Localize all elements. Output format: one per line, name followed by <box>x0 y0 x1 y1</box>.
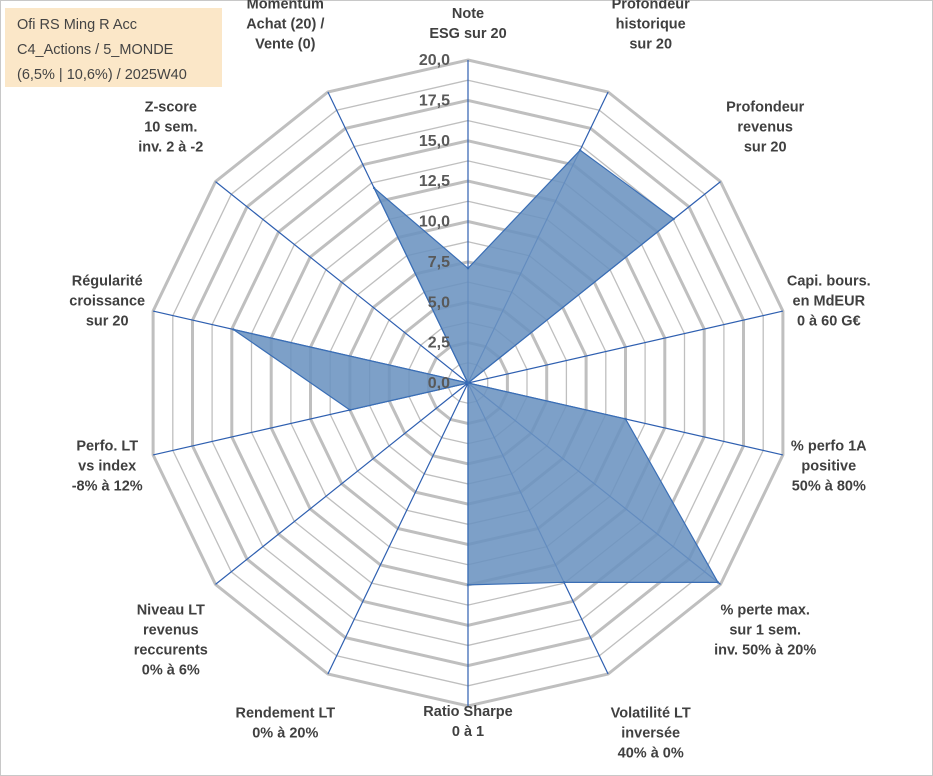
series-point <box>672 217 675 221</box>
axis-label: sur 20 <box>744 140 787 156</box>
tick-label: 0,0 <box>428 375 450 392</box>
axis-label: sur 20 <box>86 313 129 329</box>
axis-label: inv. 2 à -2 <box>138 140 203 156</box>
axis-label-group: Niveau LT revenus reccurents 0% à 6% <box>134 602 208 678</box>
axis-spoke <box>215 181 469 384</box>
series-point <box>466 583 470 587</box>
axis-label: en MdEUR <box>793 293 866 309</box>
tick-label: 7,5 <box>428 254 450 271</box>
tick-label: 20,0 <box>419 52 450 69</box>
axis-label-group: % perfo 1A positive 50% à 80% <box>791 439 867 495</box>
axis-label: Momentum <box>247 0 324 13</box>
axis-label: sur 20 <box>629 37 672 53</box>
series-point <box>578 149 582 152</box>
axis-label: 10 sem. <box>144 120 197 136</box>
axis-label-group: Profondeur historique sur 20 <box>612 0 690 53</box>
fund-category: C4_Actions / 5_MONDE <box>17 42 174 58</box>
axis-label-group: Perfo. LT vs index -8% à 12% <box>72 439 143 495</box>
axis-label: revenus <box>143 622 199 638</box>
series-point <box>232 328 235 331</box>
axis-labels: Note ESG sur 20 Profondeur historique sur 20… <box>69 0 870 761</box>
axis-label: -8% à 12% <box>72 479 143 495</box>
axis-label: Rendement LT <box>235 705 335 721</box>
axis-label: 0 à 1 <box>452 724 484 740</box>
axis-label: Ratio Sharpe <box>423 704 512 720</box>
axis-label: 0 à 60 G€ <box>797 313 861 329</box>
axis-label: Profondeur <box>726 100 804 116</box>
axis-label: revenus <box>737 120 793 136</box>
axis-label: ESG sur 20 <box>429 26 506 42</box>
series-point <box>348 408 352 412</box>
series-area <box>233 149 720 586</box>
radial-axis: 0,0 2,5 5,0 7,5 10,0 12,5 15,0 17,5 20,0 <box>419 52 450 392</box>
axis-label-group: % perte max. sur 1 sem. inv. 50% à 20% <box>714 602 816 658</box>
axis-label: Perfo. LT <box>76 439 138 455</box>
fund-info-box: Ofi RS Ming R Acc C4_Actions / 5_MONDE (… <box>5 8 222 87</box>
axis-label-group: Z-score 10 sem. inv. 2 à -2 <box>138 100 203 156</box>
tick-label: 10,0 <box>419 214 450 231</box>
radar-series <box>232 149 720 587</box>
axis-spoke <box>327 382 469 675</box>
axis-label: positive <box>801 459 856 475</box>
axis-label: % perte max. <box>720 602 809 618</box>
axis-label: 40% à 0% <box>618 745 684 761</box>
axis-label: reccurents <box>134 642 208 658</box>
axis-label: historique <box>616 17 686 33</box>
series-point <box>466 381 470 385</box>
tick-label: 12,5 <box>419 173 450 190</box>
axis-label: 50% à 80% <box>792 479 866 495</box>
fund-name: Ofi RS Ming R Acc <box>17 17 138 33</box>
axis-spoke <box>467 310 784 384</box>
axis-label-group: Régularité croissance sur 20 <box>69 273 145 329</box>
axis-label-group: Note ESG sur 20 <box>429 6 506 42</box>
axis-label: Vente (0) <box>255 37 316 53</box>
axis-label-group: Momentum Achat (20) / Vente (0) <box>246 0 324 53</box>
axis-spoke <box>215 382 469 585</box>
series-point <box>716 581 720 584</box>
axis-label-group: Volatilité LT inversée 40% à 0% <box>611 705 691 761</box>
axis-label-group: Ratio Sharpe 0 à 1 <box>423 704 512 740</box>
tick-label: 5,0 <box>428 294 450 311</box>
axis-label: Note <box>452 6 484 22</box>
axis-label: % perfo 1A <box>791 439 867 455</box>
series-point <box>372 186 376 190</box>
series-point <box>624 417 627 421</box>
tick-label: 15,0 <box>419 133 450 150</box>
axis-label: Régularité <box>72 273 143 289</box>
series-point <box>562 581 566 584</box>
axis-label: 0% à 20% <box>252 725 318 741</box>
tick-label: 17,5 <box>419 92 450 109</box>
tick-label: 2,5 <box>428 335 450 352</box>
axis-label: Capi. bours. <box>787 273 871 289</box>
axis-label-group: Profondeur revenus sur 20 <box>726 100 804 156</box>
axis-label: Profondeur <box>612 0 690 13</box>
axis-label: Volatilité LT <box>611 705 691 721</box>
axis-label: 0% à 6% <box>142 662 200 678</box>
axis-label-group: Rendement LT 0% à 20% <box>235 705 335 741</box>
axis-label: inversée <box>621 725 680 741</box>
axis-label: Niveau LT <box>137 602 205 618</box>
series-point <box>466 267 470 270</box>
fund-period: (6,5% | 10,6%) / 2025W40 <box>17 67 187 83</box>
axis-label: vs index <box>78 459 136 475</box>
axis-label: Z-score <box>145 100 197 116</box>
axis-label: croissance <box>69 293 145 309</box>
axis-label: sur 1 sem. <box>729 622 801 638</box>
axis-label: inv. 50% à 20% <box>714 642 816 658</box>
axis-label-group: Capi. bours. en MdEUR 0 à 60 G€ <box>787 273 871 329</box>
axis-label: Achat (20) / <box>246 17 324 33</box>
